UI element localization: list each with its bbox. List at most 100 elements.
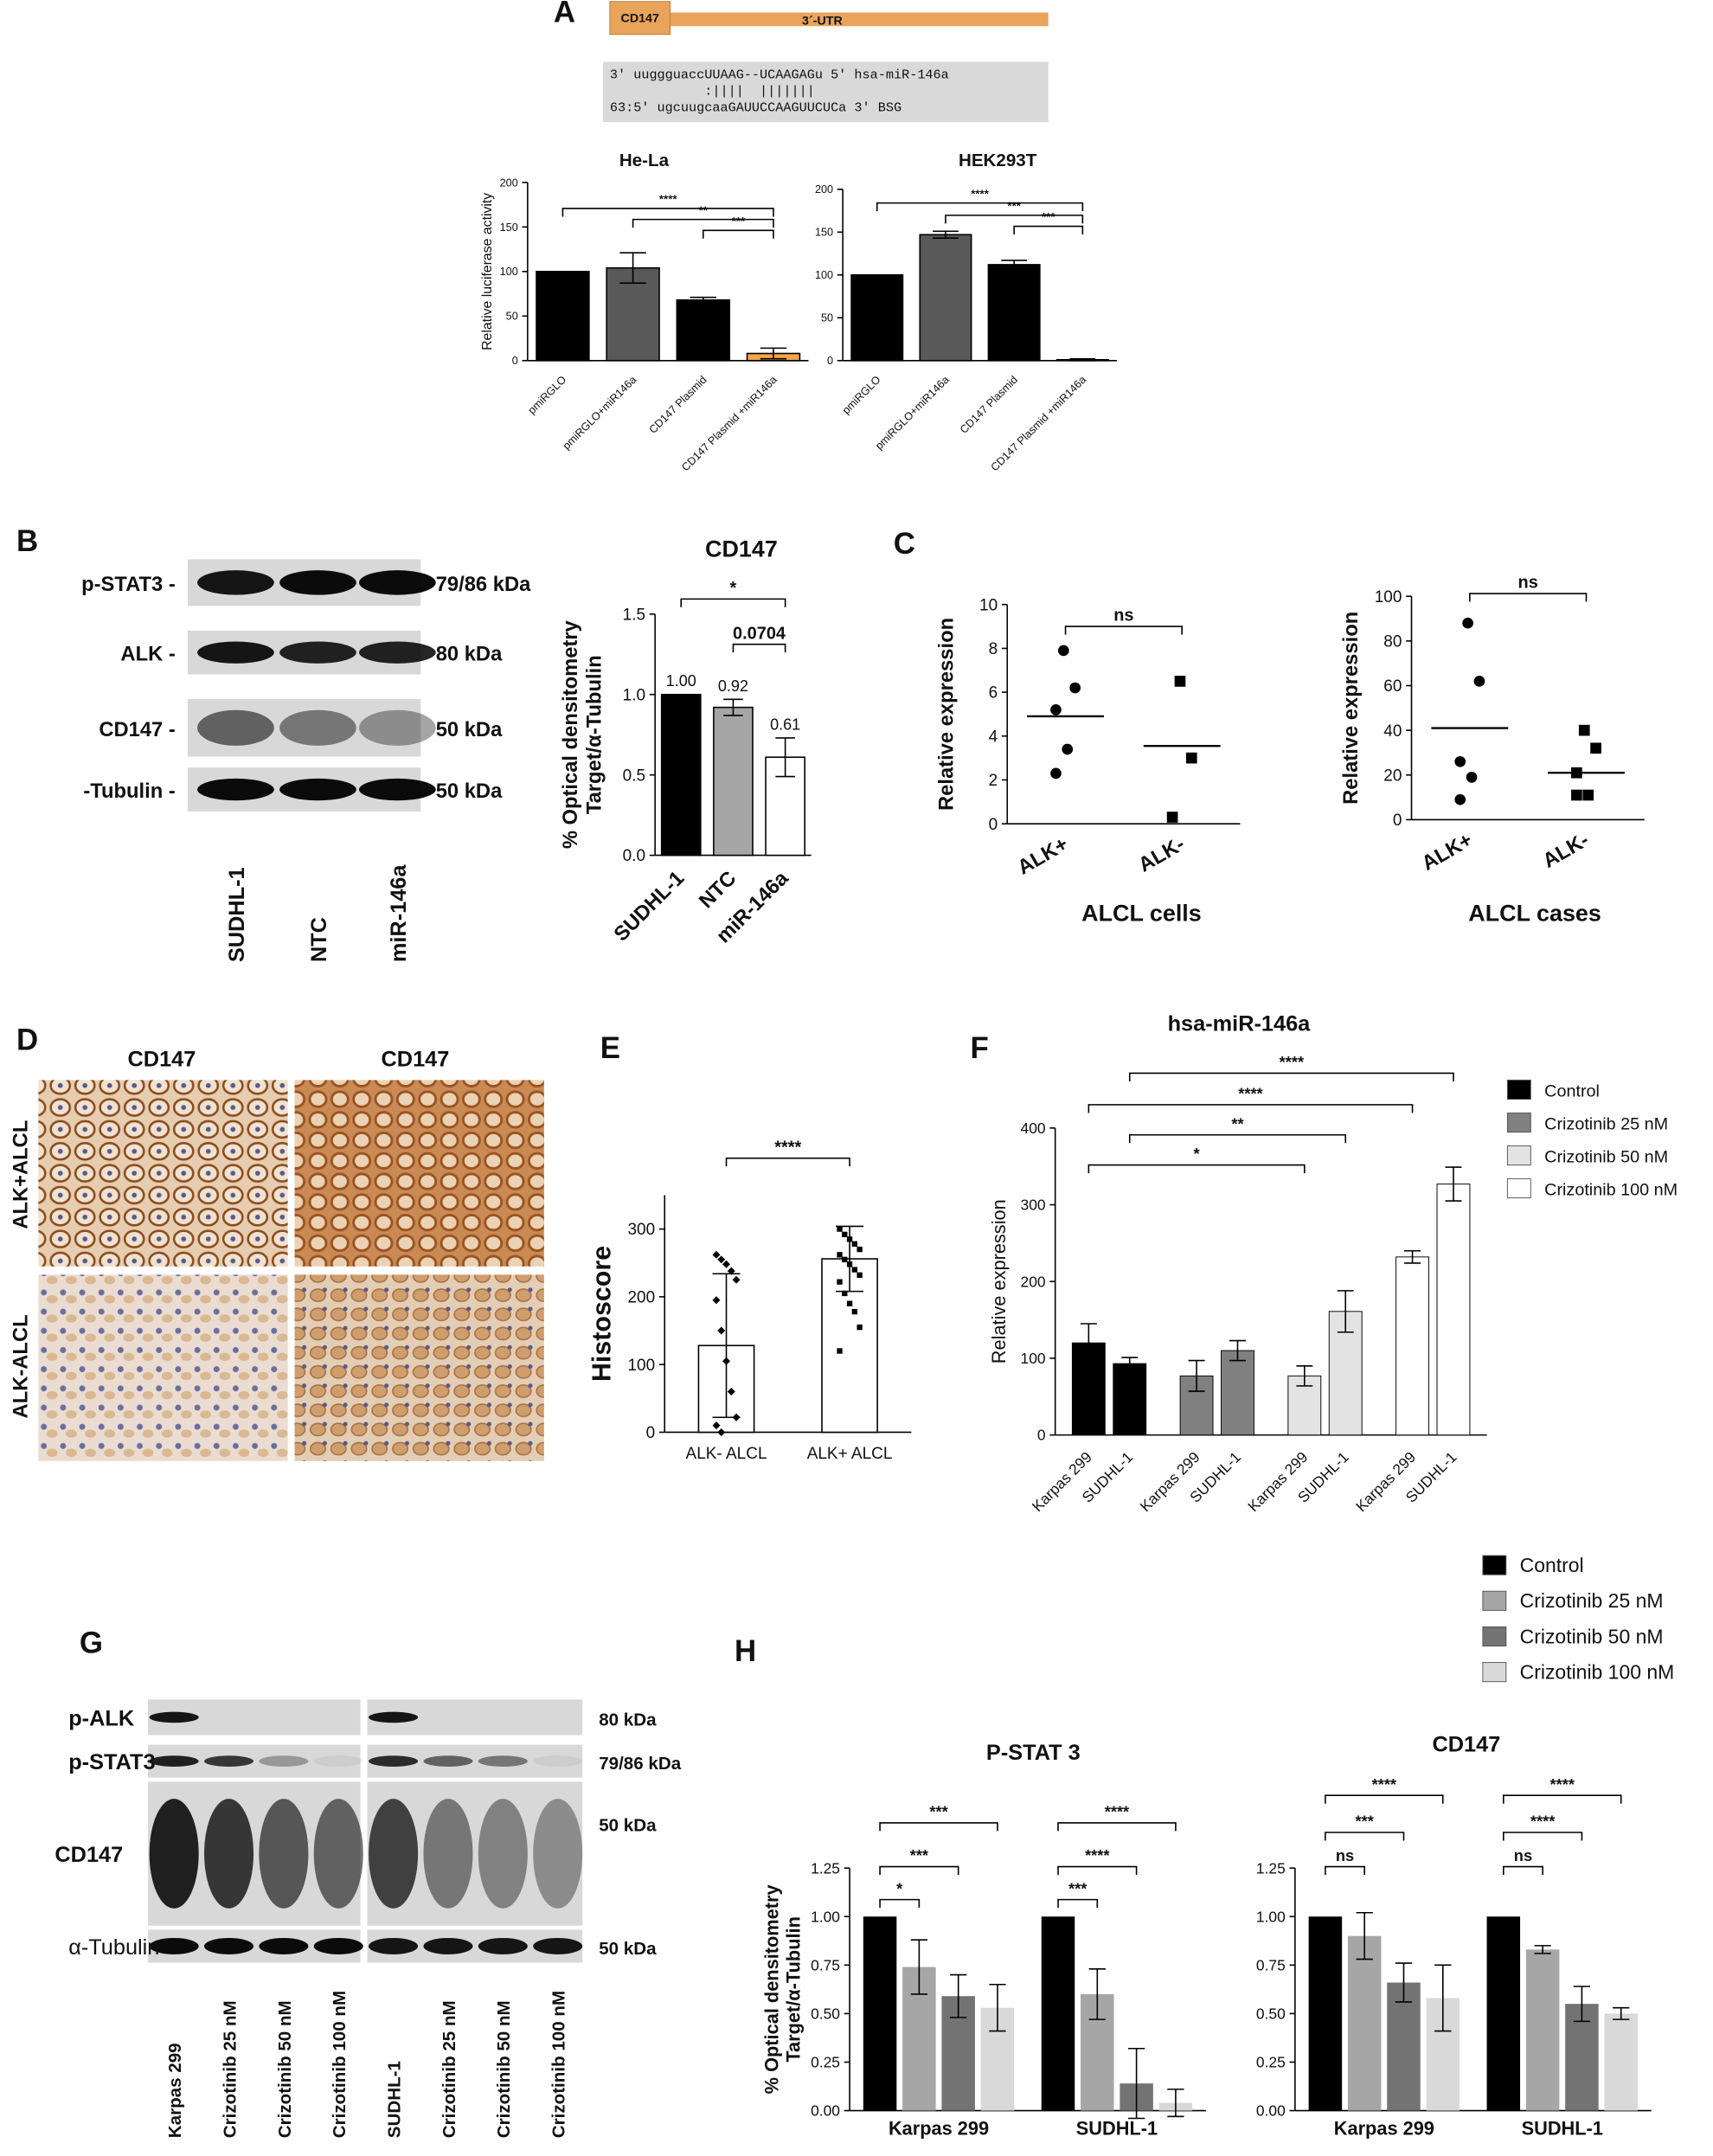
y-tick-label: 8 [989,640,998,658]
significance-label: **** [1280,1053,1305,1071]
data-point [1174,676,1186,687]
legend-label: Crizotinib 100 nM [1520,1661,1675,1684]
legend-swatch [1482,1590,1507,1611]
y-tick-label: 1.25 [1256,1859,1286,1877]
y-tick-label: 100 [500,266,518,278]
y-tick-label: 100 [815,269,833,281]
y-tick-label: 150 [500,221,518,234]
data-point [1050,767,1062,780]
y-tick-label: 0.50 [811,2005,840,2022]
g-blot-band [149,1711,199,1723]
x-tick-label: SUDHL-1 [609,867,689,946]
error-bar [760,347,787,360]
blot-row-label: p-STAT3 - [81,573,176,596]
y-tick-label: 150 [815,227,833,239]
y-tick-label: 1.25 [811,1859,840,1877]
x-tick-label: NTC [695,867,741,914]
y-tick-label: 50 [821,312,833,324]
x-axis-label: ALCL cases [1468,901,1601,927]
significance-bracket [1325,1832,1405,1841]
bar [1436,1184,1471,1436]
blot-size-label: 80 kDa [599,1710,657,1729]
bar [1486,1916,1521,2111]
data-point [1062,743,1074,755]
bar [713,706,754,857]
ihc-image [38,1080,288,1267]
blot-size-label: 50 kDa [436,718,503,741]
significance-label: ns [1514,1846,1532,1864]
y-tick-label: 6 [989,684,998,703]
y-tick-label: 400 [1021,1120,1046,1137]
utr-bar [609,12,1049,27]
significance-label: **** [1085,1846,1110,1864]
error-bar [1188,1359,1205,1392]
data-point [837,1279,843,1285]
blot-row-label: α-Tubulin [68,1935,159,1960]
b-blot-band [359,570,436,595]
g-blot-band [369,1755,419,1767]
legend-swatch [1506,1079,1531,1100]
significance-label: 0.0704 [733,624,786,643]
significance-label: ** [1231,1114,1244,1133]
error-bar [1613,2006,1630,2020]
significance-label: ns [1113,606,1133,626]
significance-bracket [1325,1865,1365,1876]
blot-lane-label: miR-146a [387,864,411,963]
error-bar [1069,358,1096,362]
significance-bracket [561,208,774,217]
blot-lane-label: Crizotinib 50 nM [275,2000,295,2138]
legend-label: Control [1520,1554,1584,1576]
g-blot-band [478,1937,528,1954]
y-tick-label: 0.5 [623,767,645,785]
error-bar [1229,1339,1246,1362]
x-axis-label: ALCL cells [1081,901,1202,927]
alignment-box [602,61,1049,123]
error-bar [1337,1290,1354,1333]
data-point [717,1255,726,1264]
data-point [1466,772,1478,783]
blot-lane-label: NTC [307,917,331,962]
g-blot-band [259,1937,309,1954]
blot-row-label: ALK - [120,643,175,666]
data-point [1578,724,1590,736]
significance-bracket [1057,1865,1138,1876]
y-tick-label: 0 [989,816,998,834]
data-point [837,1226,843,1232]
x-tick-label: Karpas 299 [1352,1448,1419,1515]
y-tick-label: 0.50 [1256,2005,1286,2022]
legend-swatch [1506,1145,1531,1166]
significance-bracket [1325,1794,1444,1804]
significance-label: ns [1336,1846,1354,1864]
b-blot-band [279,570,356,595]
significance-bracket [1503,1865,1543,1876]
significance-bracket [1128,1133,1347,1144]
significance-label: * [1194,1145,1201,1163]
significance-bracket [1469,593,1588,602]
g-blot-band [149,1799,199,1909]
data-point [1185,752,1197,764]
data-point [1582,789,1594,801]
g-blot-band [533,1755,583,1767]
bar [1347,1935,1382,2111]
error-bar [989,1983,1006,2032]
error-bar [1127,2047,1145,2120]
y-tick-label: 100 [1375,588,1402,606]
bar [1221,1350,1254,1436]
data-point [1454,793,1466,805]
significance-bracket [1013,225,1084,235]
x-tick-label: SUDHL-1 [1522,2117,1603,2139]
significance-label: *** [910,1846,929,1864]
significance-label: **** [971,187,990,200]
y-tick-label: 0.75 [1256,1956,1286,1973]
blot-lane-label: Karpas 299 [165,2043,185,2138]
y-tick-label: 300 [1021,1197,1046,1214]
y-axis-label: Histoscore [587,1246,617,1382]
data-point [717,1326,726,1335]
significance-label: **** [1372,1775,1397,1793]
chart-title: HEK293T [959,151,1037,170]
value-label: 0.92 [718,677,748,695]
significance-label: * [730,579,737,598]
legend-label: Crizotinib 25 nM [1520,1589,1664,1612]
